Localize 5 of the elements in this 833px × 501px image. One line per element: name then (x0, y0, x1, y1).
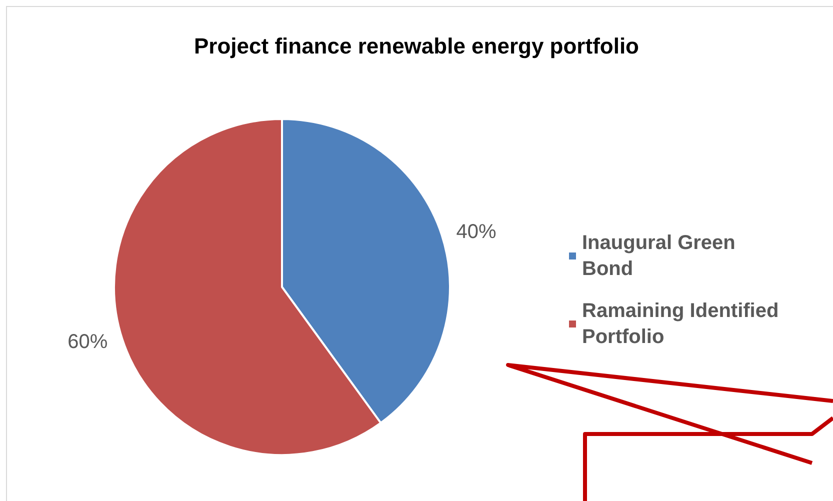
data-label: 40% (456, 220, 497, 243)
legend-label: Ramaining Identified Portfolio (582, 300, 784, 348)
chart-title: Project finance renewable energy portfolio (194, 34, 639, 58)
data-label: 60% (68, 331, 108, 354)
legend-label: Inaugural Green Bond (582, 232, 741, 280)
